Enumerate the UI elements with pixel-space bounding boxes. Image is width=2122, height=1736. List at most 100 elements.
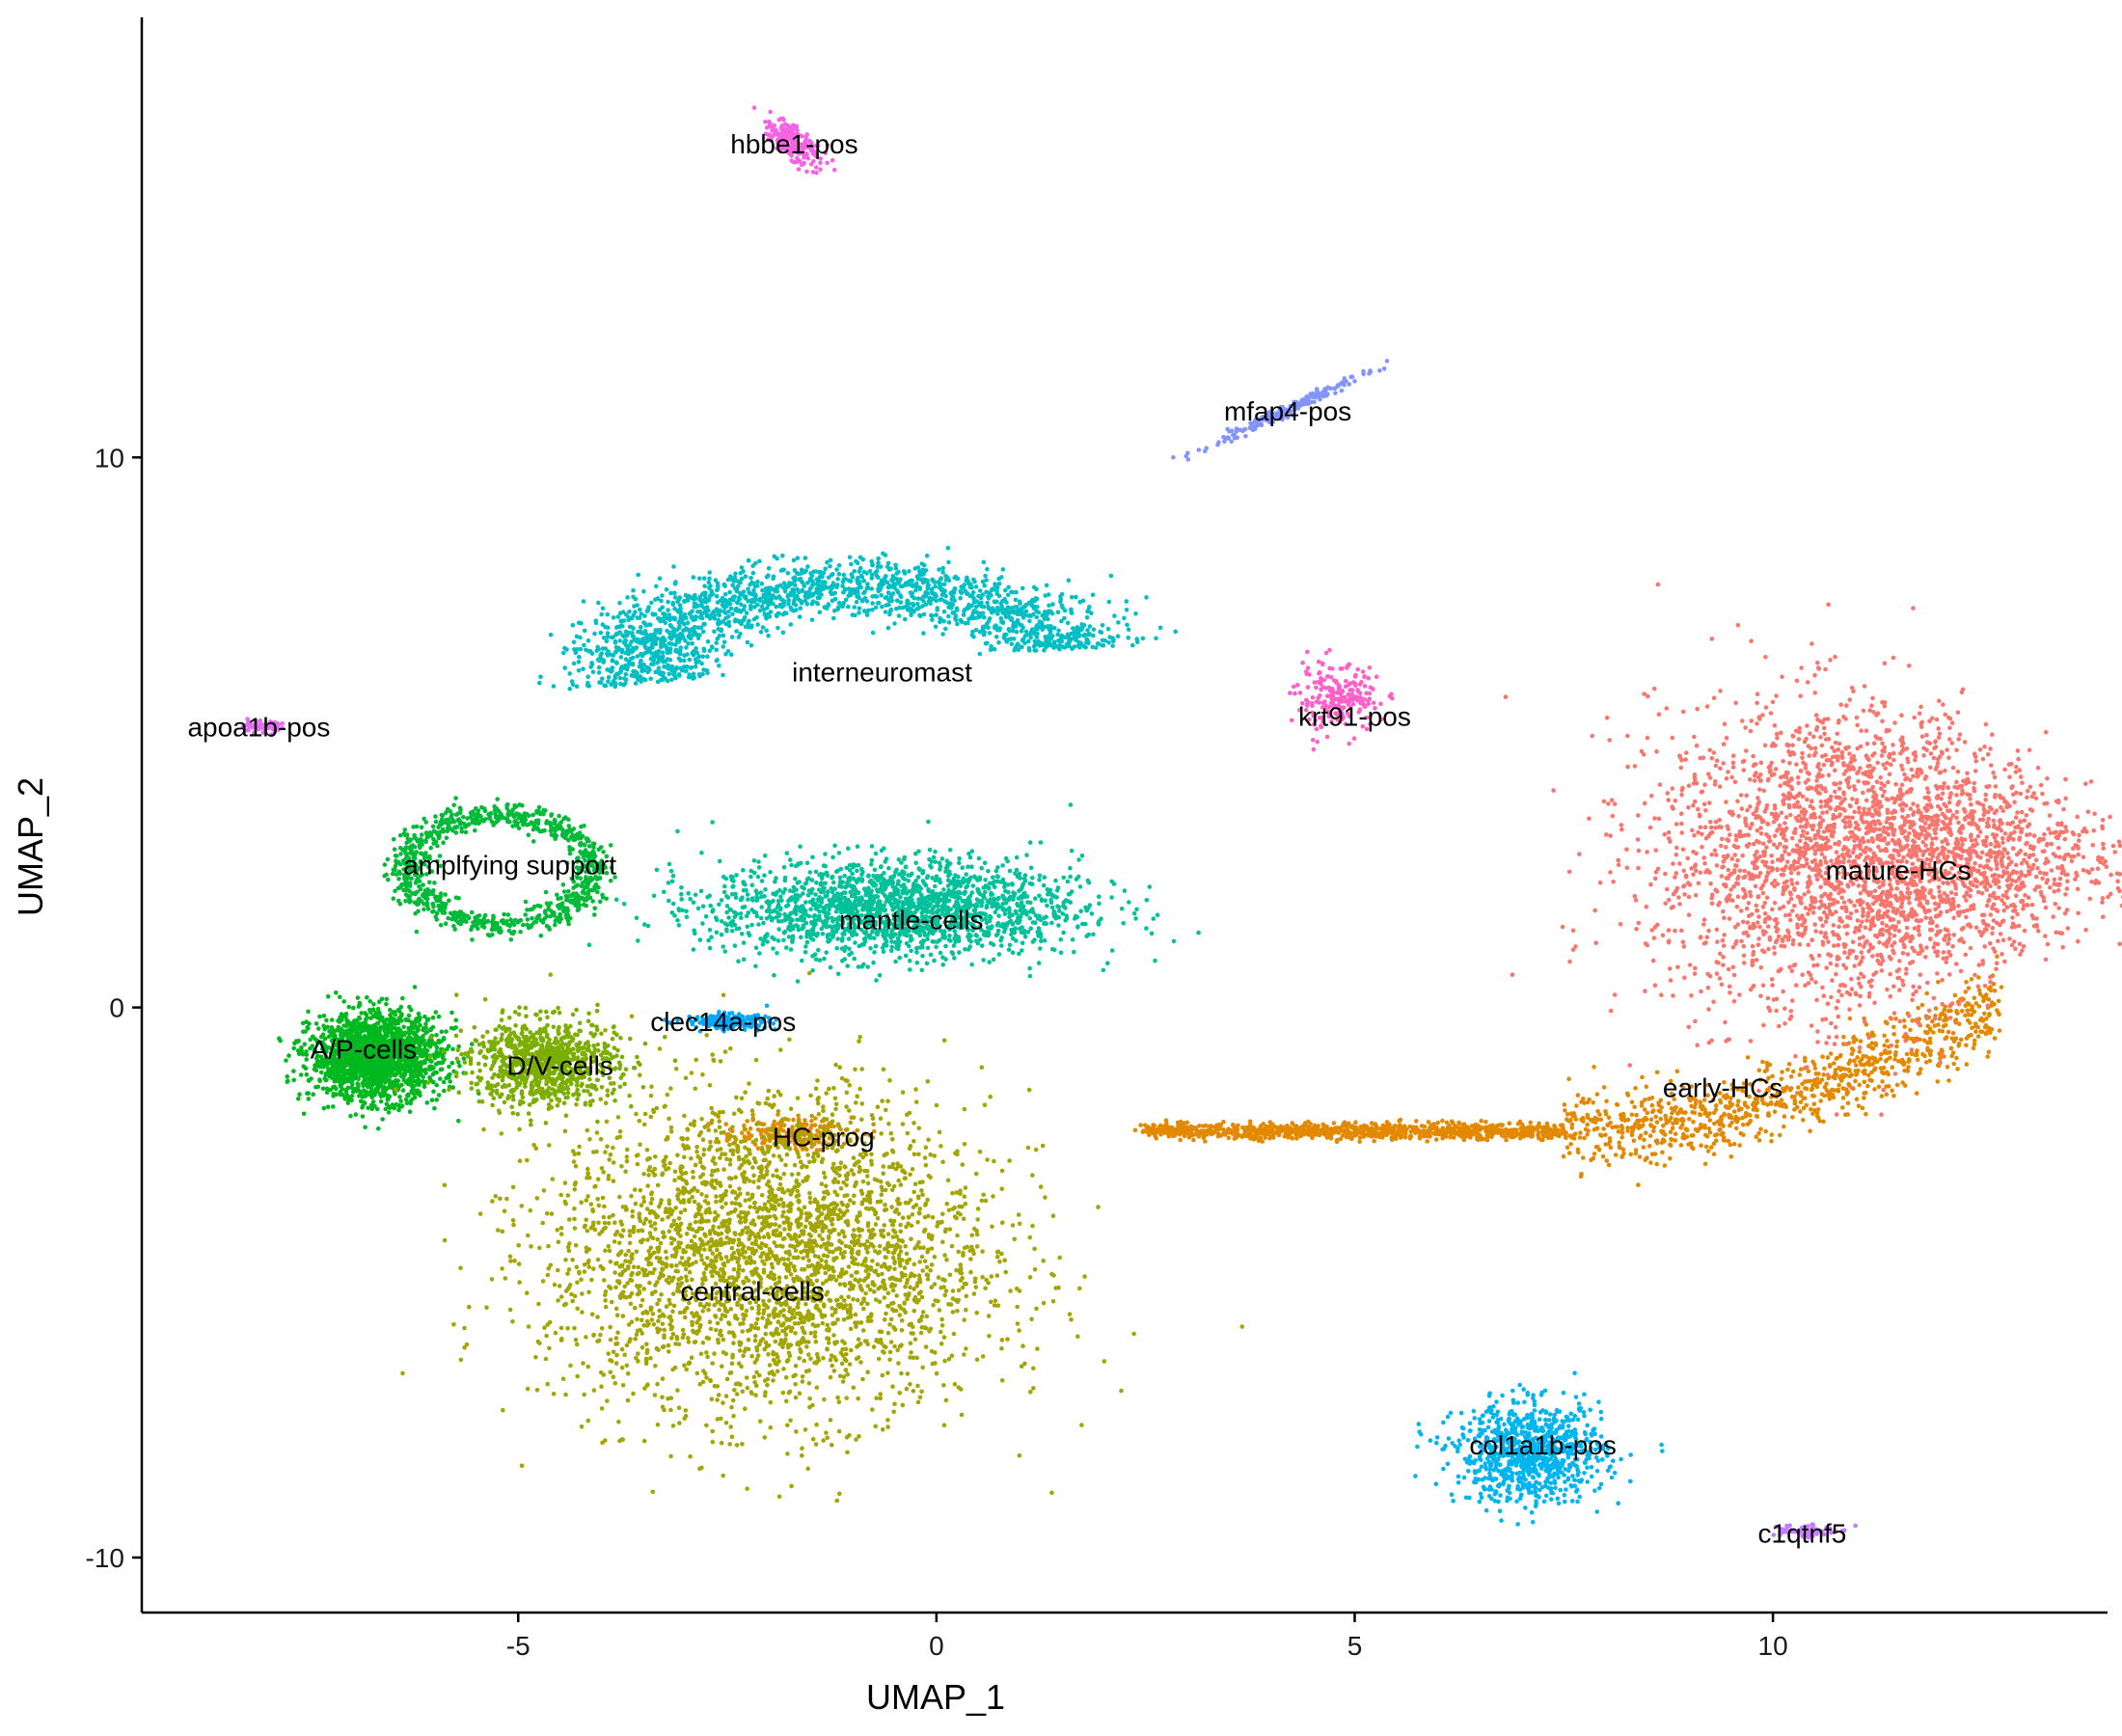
data-point [913,587,918,593]
data-point [912,566,918,571]
data-point [943,626,948,632]
data-point [781,581,787,585]
data-point [749,896,755,901]
data-point [1153,958,1157,963]
data-point [1042,648,1047,653]
data-point [624,666,630,672]
data-point [855,844,860,849]
data-point [983,640,989,646]
data-point [769,918,775,923]
data-point [951,892,956,897]
data-point [1053,913,1058,918]
data-point [1352,674,1358,679]
data-point [1068,802,1074,807]
data-point [572,837,578,842]
data-point [973,627,979,633]
data-point [857,569,862,574]
data-point [813,143,819,149]
data-point [1134,907,1139,912]
data-point [672,582,678,586]
data-point [732,922,738,928]
data-point [424,900,430,906]
data-point [737,926,742,931]
data-point [1057,642,1062,648]
data-point [856,590,860,595]
data-point [873,943,879,949]
data-point [781,864,787,870]
data-point [593,618,599,623]
data-point [1012,605,1018,610]
data-point [993,933,999,937]
data-point [1004,600,1009,605]
data-point [830,572,834,578]
data-point [617,601,622,606]
data-point [576,907,582,911]
data-point [679,885,684,890]
data-point [690,609,694,614]
data-point [571,827,577,831]
data-point [992,599,997,604]
data-point [1087,624,1093,629]
data-point [461,814,466,820]
data-point [620,618,625,624]
data-point [1035,631,1040,637]
data-point [762,873,767,878]
data-point [656,665,662,670]
data-point [1045,903,1049,909]
data-point [771,576,775,582]
data-point [1013,597,1019,603]
data-point [798,606,803,610]
data-point [897,939,903,944]
data-point [1067,639,1073,644]
data-point [999,936,1004,940]
data-point [753,597,759,602]
data-point [725,648,731,654]
data-point [748,604,753,609]
data-point [617,675,623,681]
data-point [692,628,696,633]
data-point [756,865,762,870]
data-point [1295,683,1300,688]
data-point [667,640,672,646]
data-point [775,951,779,956]
data-point [881,949,886,954]
data-point [625,595,630,600]
data-point [1144,595,1149,600]
data-point [736,959,741,963]
data-point [872,950,877,955]
data-point [1155,912,1160,918]
data-point [797,880,802,884]
data-point [666,599,670,605]
data-point [1243,434,1248,439]
data-point [828,589,833,595]
data-point [1062,905,1067,909]
data-point [823,881,828,886]
data-point [1029,882,1035,886]
data-point [815,595,821,601]
data-point [1020,948,1024,953]
data-point [969,962,974,967]
data-point [945,883,951,888]
data-point [696,654,701,659]
data-point [910,583,915,588]
data-point [991,608,995,612]
data-point [676,907,681,911]
data-point [566,921,571,927]
data-point [691,900,696,905]
data-point [802,570,807,575]
data-point [1326,685,1332,691]
data-point [781,567,786,573]
data-point [778,140,784,146]
data-point [664,587,669,592]
data-point [1099,630,1104,635]
data-point [1171,938,1177,944]
data-point [1015,618,1020,623]
data-point [814,154,819,159]
data-point [675,917,680,923]
data-point [1081,622,1087,628]
data-point [808,907,813,912]
data-point [1031,643,1037,649]
data-point [848,590,853,595]
data-point [1005,592,1011,598]
data-point [1006,890,1011,895]
